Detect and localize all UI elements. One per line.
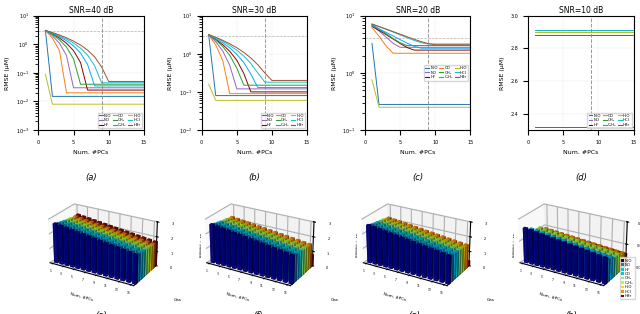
Y-axis label: RMSE (μM): RMSE (μM) (500, 56, 505, 89)
Y-axis label: Gas: Gas (487, 298, 495, 302)
Title: SNR=10 dB: SNR=10 dB (559, 6, 603, 15)
Legend: N₂O, NO, HF, CO, CH₄, C₂H₆, H₂O, HCl, HBr: N₂O, NO, HF, CO, CH₄, C₂H₆, H₂O, HCl, HB… (620, 257, 635, 300)
X-axis label: Num. #PCs: Num. #PCs (237, 150, 272, 155)
Text: (g): (g) (408, 311, 420, 314)
X-axis label: Num. #PCs: Num. #PCs (226, 293, 250, 302)
X-axis label: Num. #PCs: Num. #PCs (540, 293, 563, 302)
Y-axis label: Gas: Gas (174, 298, 182, 302)
Text: (f): (f) (253, 311, 262, 314)
X-axis label: Num. #PCs: Num. #PCs (383, 293, 406, 302)
Legend: N₂O, NO, HF, CO, CH₄, C₂H₆, H₂O, HCl, HBr: N₂O, NO, HF, CO, CH₄, C₂H₆, H₂O, HCl, HB… (97, 112, 142, 128)
X-axis label: Num. #PCs: Num. #PCs (69, 293, 93, 302)
Text: (c): (c) (412, 173, 423, 182)
Title: SNR=30 dB: SNR=30 dB (232, 6, 276, 15)
Text: (a): (a) (85, 173, 97, 182)
Legend: N₂O, NO, HF, CO, CH₄, C₂H₆, H₂O, HCl, HBr: N₂O, NO, HF, CO, CH₄, C₂H₆, H₂O, HCl, HB… (261, 112, 305, 128)
Text: (h): (h) (565, 311, 577, 314)
Y-axis label: RMSE (μM): RMSE (μM) (332, 56, 337, 89)
Title: SNR=40 dB: SNR=40 dB (69, 6, 113, 15)
X-axis label: Num. #PCs: Num. #PCs (74, 150, 109, 155)
Legend: N₂O, NO, HF, CO, CH₄, C₂H₆, H₂O, HCl, HBr: N₂O, NO, HF, CO, CH₄, C₂H₆, H₂O, HCl, HB… (588, 112, 632, 128)
Text: (e): (e) (95, 311, 107, 314)
Y-axis label: RMSE (μM): RMSE (μM) (5, 56, 10, 89)
Text: (b): (b) (248, 173, 260, 182)
Y-axis label: RMSE (μM): RMSE (μM) (168, 56, 173, 89)
Y-axis label: Gas: Gas (330, 298, 339, 302)
X-axis label: Num. #PCs: Num. #PCs (400, 150, 435, 155)
Text: (d): (d) (575, 173, 587, 182)
Title: SNR=20 dB: SNR=20 dB (396, 6, 440, 15)
X-axis label: Num. #PCs: Num. #PCs (563, 150, 598, 155)
Legend: N₂O, NO, HF, CO, CH₄, C₂H₆, H₂O, HCl, HBr: N₂O, NO, HF, CO, CH₄, C₂H₆, H₂O, HCl, HB… (424, 65, 468, 81)
